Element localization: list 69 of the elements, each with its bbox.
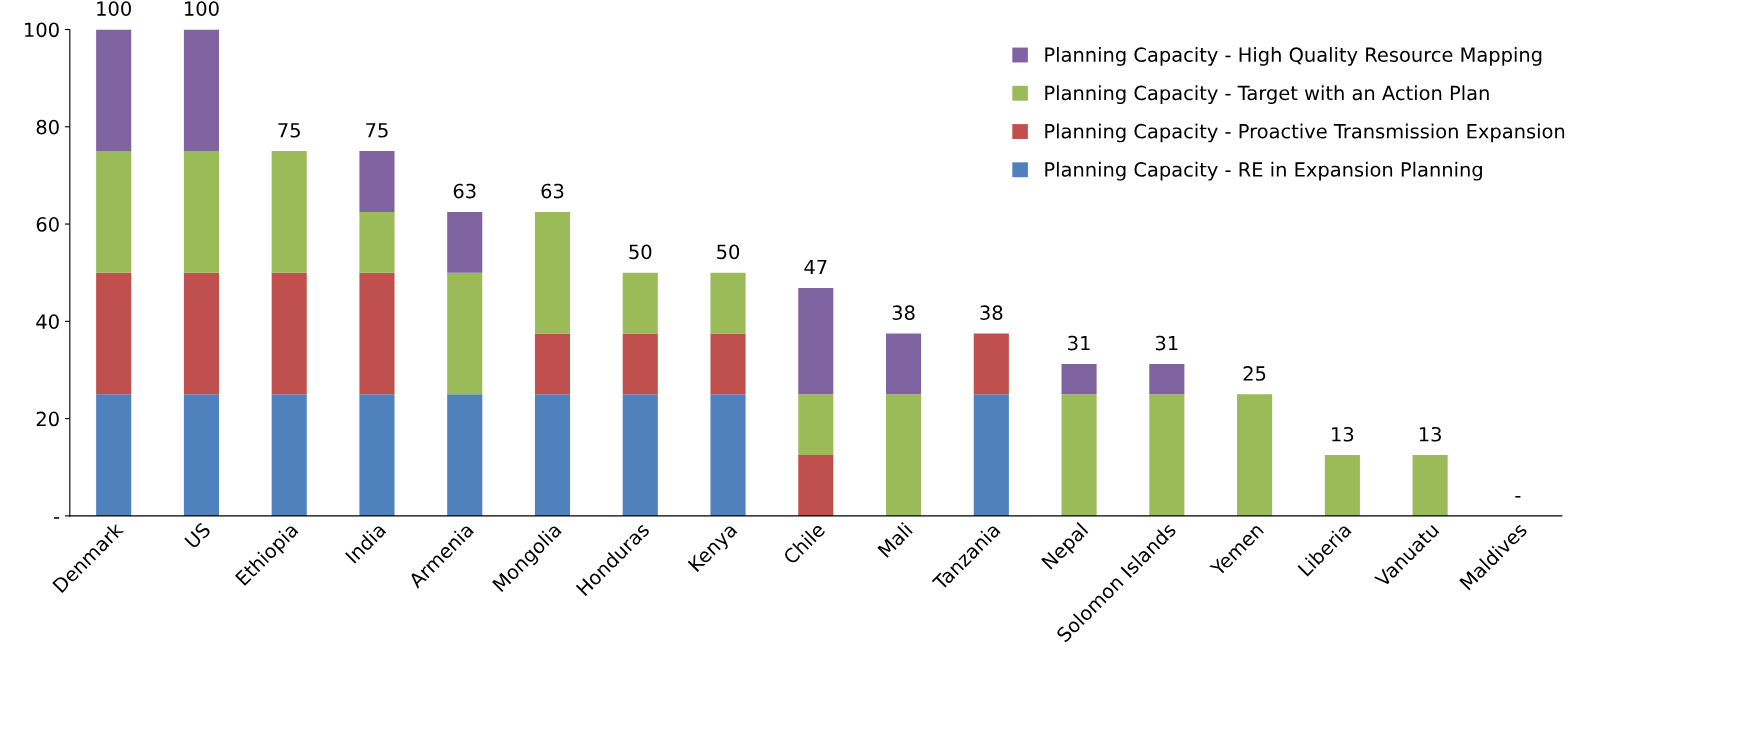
bar: [183, 272, 219, 395]
total-label: 38: [980, 305, 1003, 320]
bar: [183, 151, 219, 273]
y-tick-label: -: [54, 517, 60, 519]
text: -: [1515, 496, 1521, 498]
bar: [886, 333, 922, 395]
bar: [886, 394, 922, 516]
bar: [183, 394, 219, 516]
bar: [359, 151, 395, 212]
bar: [798, 394, 834, 456]
y-tick-label: 60: [36, 217, 59, 232]
legend-label: Planning Capacity - High Quality Resource Mapping: [1045, 46, 1542, 66]
bar: [710, 272, 746, 334]
bar: [798, 287, 834, 395]
bar: [710, 394, 746, 516]
bar: [798, 455, 834, 516]
total-label: 63: [541, 183, 564, 199]
bar: [710, 333, 746, 395]
bar: [1237, 394, 1273, 516]
bar: [1324, 455, 1360, 516]
legend-label: Planning Capacity - Target with an Action Plan: [1045, 85, 1489, 105]
bar: [359, 272, 395, 395]
bar: [622, 394, 658, 516]
bar: [973, 394, 1009, 516]
bar: [534, 211, 571, 334]
bar: [447, 272, 483, 395]
total-label: 50: [717, 244, 740, 260]
total-label: 25: [1243, 366, 1266, 381]
bar: [271, 394, 307, 516]
total-label: 50: [629, 244, 652, 260]
total-label: 100: [97, 1, 131, 16]
bar: [1149, 394, 1185, 516]
y-tick-label: 40: [36, 314, 59, 329]
bar: [622, 333, 658, 395]
y-tick-label: 80: [36, 119, 59, 135]
total-label: 47: [804, 259, 827, 275]
total-label: 63: [453, 183, 476, 199]
total-label: 100: [185, 1, 219, 16]
total-label: 13: [1419, 426, 1441, 442]
bar: [96, 151, 132, 273]
bar: [447, 211, 483, 273]
bar: [1149, 363, 1185, 395]
bar: [1412, 455, 1448, 516]
bar: [183, 29, 219, 152]
total-label: 13: [1332, 426, 1354, 442]
bar: [271, 151, 307, 273]
total-label: 75: [366, 123, 388, 138]
total-label: 38: [892, 305, 915, 320]
bar: [622, 272, 658, 334]
bar: [271, 272, 307, 395]
bar: [359, 394, 395, 516]
bar: [1061, 363, 1097, 395]
bar: [1061, 394, 1097, 516]
x-tick-label: US: [184, 521, 212, 549]
bar: [534, 333, 571, 395]
y-tick-label: 100: [25, 22, 59, 38]
bar: [534, 394, 571, 516]
bar: [96, 272, 132, 395]
bar: [96, 394, 132, 516]
y-tick-label: 20: [36, 411, 59, 427]
bar: [96, 29, 132, 152]
bar: [359, 211, 395, 273]
bar: [447, 394, 483, 516]
bar: [973, 333, 1009, 395]
total-label: 31: [1155, 335, 1178, 351]
legend-label: Planning Capacity - Proactive Transmission Expansion: [1045, 123, 1565, 143]
total-label: 31: [1068, 335, 1090, 351]
legend-label: Planning Capacity - RE in Expansion Planning: [1045, 161, 1482, 181]
total-label: 75: [278, 123, 300, 138]
